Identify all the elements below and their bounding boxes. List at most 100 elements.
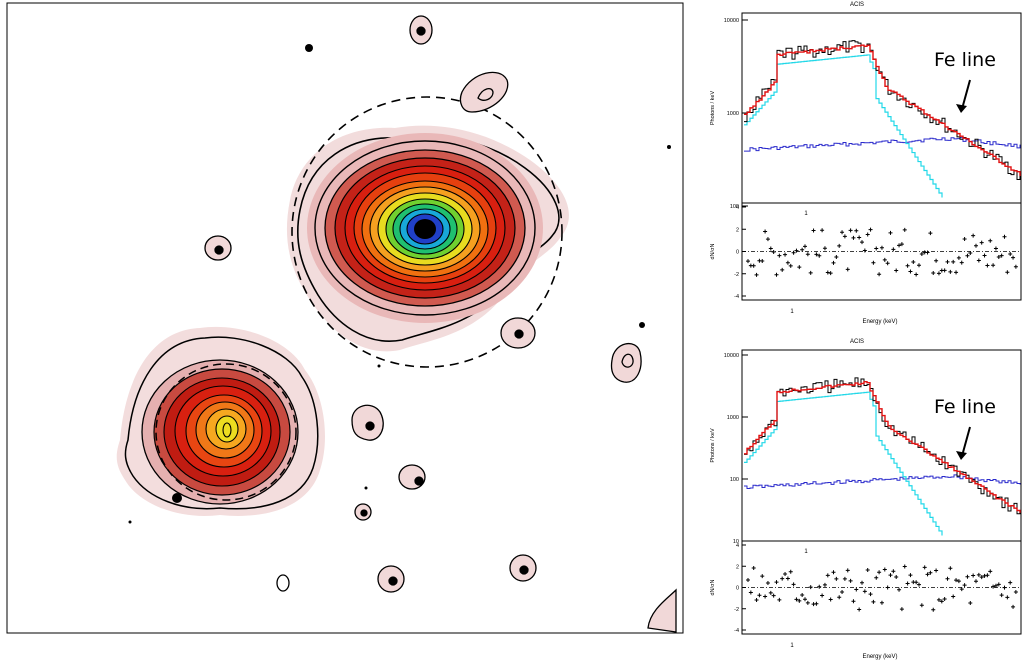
panel-title: ACIS [850, 339, 864, 345]
residual-point [993, 246, 998, 251]
thermal-model-line [744, 54, 943, 198]
residual-point [905, 581, 910, 586]
cluster-b [116, 326, 325, 516]
residual-point [837, 595, 842, 600]
residual-point [763, 594, 768, 599]
residual-point [840, 589, 845, 594]
residual-point [971, 573, 976, 578]
residual-point [948, 566, 953, 571]
residual-point [942, 596, 947, 601]
residual-point [837, 243, 842, 248]
residual-point [791, 250, 796, 255]
residual-point [834, 254, 839, 259]
residual-point [1002, 585, 1007, 590]
residual-point [891, 569, 896, 574]
residual-point [868, 227, 873, 232]
residual-point [948, 269, 953, 274]
residual-point [951, 594, 956, 599]
residual-point [757, 593, 762, 598]
residual-point [965, 253, 970, 258]
residual-point [768, 590, 773, 595]
residual-point [854, 228, 859, 233]
residual-tick-label: -2 [734, 607, 739, 613]
residual-point [751, 263, 756, 268]
residual-point [848, 228, 853, 233]
residual-point [917, 582, 921, 587]
residual-point [1005, 270, 1010, 275]
residual-point [868, 592, 873, 597]
residual-point [760, 574, 765, 579]
residual-point [845, 267, 850, 272]
residual-point [1011, 255, 1016, 260]
y-tick-label: 10000 [724, 18, 739, 24]
fe-line-arrowhead [956, 451, 967, 460]
fe-line-label: Fe line [934, 49, 996, 71]
residual-point [851, 235, 856, 240]
residual-point [971, 233, 976, 238]
residual-point [746, 259, 750, 264]
y-tick-label: 100 [730, 204, 739, 210]
thermal-model-line [744, 391, 943, 536]
residual-point [905, 263, 910, 268]
residual-point [805, 252, 810, 257]
residual-point [891, 247, 896, 252]
residual-point [1008, 252, 1013, 257]
residual-point [954, 578, 959, 583]
y-axis-label: Photons / keV [710, 91, 716, 126]
residual-point [931, 271, 936, 276]
cluster-b-contour-outer [124, 336, 319, 510]
residual-point [848, 578, 853, 583]
residual-point [899, 607, 904, 612]
residual-point [1011, 604, 1016, 609]
residual-point [902, 564, 907, 569]
residual-point [968, 251, 973, 256]
residual-point [780, 267, 785, 272]
residual-point [956, 255, 961, 260]
residual-point [934, 568, 939, 573]
residual-point [814, 601, 819, 606]
residual-point [788, 569, 793, 574]
residual-point [988, 569, 993, 574]
residual-point [808, 270, 813, 275]
residual-point [765, 237, 770, 242]
residual-point [1013, 264, 1018, 269]
residual-point [999, 593, 1004, 598]
x-axis-label: Energy (keV) [862, 654, 897, 660]
residual-point [982, 573, 987, 578]
residual-point [854, 587, 859, 592]
residual-point [754, 597, 759, 602]
residual-point [794, 248, 799, 253]
background-model-line [744, 137, 1021, 152]
residual-point [894, 268, 899, 273]
residual-point [945, 576, 950, 581]
residual-point [931, 607, 936, 612]
residual-point [991, 263, 996, 268]
residual-point [942, 268, 947, 273]
residual-point [879, 600, 884, 605]
residual-point [820, 228, 825, 233]
residual-point [842, 576, 847, 581]
point-sources [204, 15, 677, 633]
fe-line-arrowhead [956, 104, 967, 113]
residual-point [797, 265, 802, 270]
residual-point [794, 597, 799, 602]
residual-point [797, 598, 802, 603]
residual-point [877, 272, 882, 277]
residual-point [831, 260, 836, 265]
residual-point [968, 601, 973, 606]
residual-point [783, 252, 788, 257]
residual-point [771, 593, 776, 598]
residual-point [1013, 589, 1018, 594]
residual-point [882, 567, 887, 572]
residual-point [1005, 595, 1010, 600]
residual-point [865, 568, 870, 573]
residual-point [914, 580, 919, 585]
total-model-line [744, 44, 1021, 176]
residual-point [763, 229, 768, 234]
residual-point [919, 603, 924, 608]
residual-point [874, 246, 879, 251]
residual-point [897, 587, 902, 592]
residual-point [871, 260, 876, 265]
residual-point [936, 597, 941, 602]
